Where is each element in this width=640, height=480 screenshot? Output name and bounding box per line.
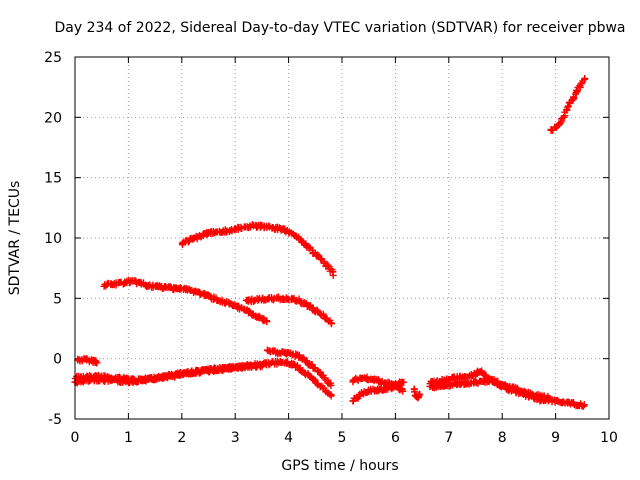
series-arc-e — [100, 276, 271, 326]
data-point — [327, 392, 335, 400]
data-point — [327, 381, 335, 389]
data-point — [581, 75, 589, 83]
series-arc-g — [178, 221, 337, 279]
y-tick-label: 10 — [44, 231, 62, 247]
data-point — [258, 363, 266, 371]
x-tick-label: 10 — [600, 430, 618, 446]
x-tick-label: 5 — [338, 430, 347, 446]
data-point — [546, 394, 554, 402]
data-points — [71, 75, 589, 410]
x-tick-label: 9 — [551, 430, 560, 446]
series-arc-i — [349, 373, 408, 390]
y-tick-label: -5 — [48, 412, 62, 428]
chart-title: Day 234 of 2022, Sidereal Day-to-day VTE… — [54, 20, 625, 36]
y-tick-label: 5 — [53, 291, 62, 307]
data-point — [415, 392, 423, 400]
data-point — [320, 258, 328, 266]
series-arc-c — [71, 361, 266, 385]
series-arc-j — [410, 385, 424, 402]
series-arc-m — [547, 75, 589, 134]
series-arc-d — [263, 346, 335, 389]
grid-lines — [75, 57, 609, 419]
x-tick-label: 4 — [284, 430, 293, 446]
y-tick-label: 15 — [44, 171, 62, 187]
series-arc-l — [426, 376, 554, 403]
x-tick-label: 7 — [444, 430, 453, 446]
y-axis-label: SDTVAR / TECUs — [7, 181, 23, 296]
series-arc-a — [74, 355, 101, 367]
data-point — [267, 359, 275, 367]
y-tick-label: 0 — [53, 352, 62, 368]
data-point — [301, 299, 309, 307]
x-tick-label: 8 — [498, 430, 507, 446]
series-arc-f — [242, 293, 335, 328]
x-tick-label: 0 — [71, 430, 80, 446]
plot-frame — [74, 56, 610, 420]
data-point — [263, 317, 271, 325]
data-point — [560, 113, 568, 121]
data-point — [327, 320, 335, 328]
data-point — [573, 87, 581, 95]
x-tick-label: 1 — [124, 430, 133, 446]
data-point — [579, 402, 587, 410]
data-point — [93, 359, 101, 367]
data-point — [329, 271, 337, 279]
x-tick-label: 2 — [177, 430, 186, 446]
data-point — [580, 401, 588, 409]
data-point — [416, 390, 424, 398]
y-tick-label: 25 — [44, 50, 62, 66]
data-point — [399, 387, 407, 395]
x-tick-label: 6 — [391, 430, 400, 446]
y-tick-label: 20 — [44, 110, 62, 126]
x-tick-label: 3 — [231, 430, 240, 446]
data-point — [324, 261, 332, 269]
x-axis-label: GPS time / hours — [281, 458, 398, 474]
axis-ticks: 0 1 2 3 4 5 6 7 8 9 10 -5 0 5 10 15 20 25 — [44, 50, 618, 446]
data-point — [400, 378, 408, 386]
